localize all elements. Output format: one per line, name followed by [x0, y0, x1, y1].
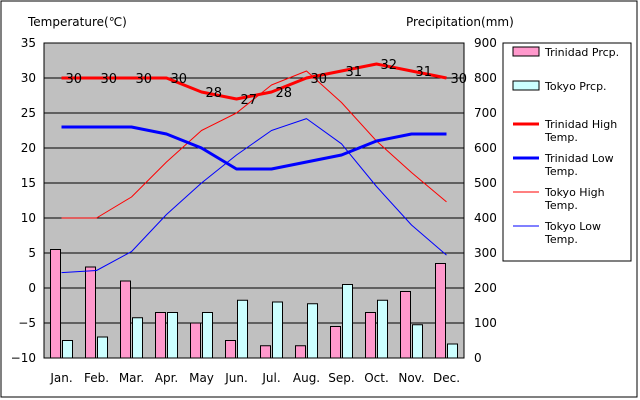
data-label: 30 [171, 72, 188, 87]
data-label: 32 [381, 58, 398, 73]
right-axis-ticks: 900 800 700 600 500 400 300 200 100 0 [474, 36, 497, 365]
precip-bar [62, 340, 73, 359]
x-tick-label: Feb. [84, 371, 109, 385]
precip-bar [97, 336, 108, 359]
legend-box [502, 42, 632, 262]
left-tick-label: 20 [21, 141, 36, 155]
legend-label: Temp. [544, 165, 578, 178]
precip-bar [202, 312, 213, 359]
temp-line [61, 62, 447, 101]
data-labels: 30 30 30 30 28 27 28 30 31 32 31 30 [66, 58, 468, 108]
left-tick-label: −10 [11, 351, 36, 365]
data-label: 30 [66, 72, 83, 87]
right-tick-label: 700 [474, 106, 497, 120]
temp-line [61, 125, 447, 171]
precip-bar [435, 263, 446, 359]
precip-bar [447, 343, 458, 359]
x-tick-label: Jul. [261, 371, 280, 385]
precip-bar [365, 312, 376, 359]
precip-bar [237, 299, 248, 359]
legend-label: Trinidad Prcp. [544, 46, 619, 59]
left-axis-ticks: 35 30 25 20 15 10 5 0 −5 −10 [11, 36, 36, 365]
x-tick-label: Apr. [155, 371, 178, 385]
x-tick-label: May [189, 371, 214, 385]
data-label: 30 [136, 72, 153, 87]
legend-label: Tokyo Prcp. [544, 80, 607, 93]
legend-label: Trinidad High [544, 118, 617, 131]
x-tick-label: Jan. [49, 371, 72, 385]
precip-bar [295, 345, 306, 359]
data-label: 31 [346, 65, 363, 80]
x-tick-label: Sep. [328, 371, 354, 385]
precip-bar [400, 291, 411, 359]
legend-label: Temp. [544, 131, 578, 144]
precip-bar [412, 324, 423, 359]
temp-line [61, 118, 447, 274]
left-tick-label: −5 [18, 316, 36, 330]
left-tick-label: 5 [28, 246, 36, 260]
precip-bar [330, 326, 341, 359]
x-tick-label: Mar. [119, 371, 144, 385]
left-axis-title: Temperature(℃) [27, 15, 127, 29]
legend-swatch [512, 80, 540, 91]
precip-bar [132, 317, 143, 359]
gridlines [44, 77, 464, 324]
right-tick-label: 800 [474, 71, 497, 85]
right-tick-label: 400 [474, 211, 497, 225]
legend-label: Trinidad Low [544, 152, 614, 165]
precip-bar [260, 345, 271, 359]
precip-bar [272, 301, 283, 359]
legend: Trinidad Prcp.Tokyo Prcp.Trinidad HighTe… [512, 46, 619, 246]
right-tick-label: 100 [474, 316, 497, 330]
data-label: 30 [311, 72, 328, 87]
data-label: 27 [241, 93, 258, 108]
legend-label: Tokyo High [544, 186, 605, 199]
x-tick-label: Oct. [364, 371, 389, 385]
left-tick-label: 15 [21, 176, 36, 190]
left-tick-label: 10 [21, 211, 36, 225]
right-tick-label: 500 [474, 176, 497, 190]
data-label: 30 [101, 72, 118, 87]
precip-bar [190, 322, 201, 359]
legend-label: Temp. [544, 233, 578, 246]
x-tick-label: Aug. [293, 371, 320, 385]
right-tick-label: 900 [474, 36, 497, 50]
precip-bar [120, 280, 131, 359]
data-label: 28 [206, 86, 223, 101]
left-tick-label: 30 [21, 71, 36, 85]
precip-bar [155, 312, 166, 359]
data-label: 28 [276, 86, 293, 101]
left-tick-label: 35 [21, 36, 36, 50]
precip-bar [342, 284, 353, 359]
right-tick-label: 0 [474, 351, 482, 365]
right-tick-label: 200 [474, 281, 497, 295]
left-tick-label: 25 [21, 106, 36, 120]
left-tick-label: 0 [28, 281, 36, 295]
temp-line [61, 70, 447, 219]
precip-bar [85, 266, 96, 359]
legend-label: Tokyo Low [544, 220, 601, 233]
precip-bar [307, 303, 318, 359]
data-label: 31 [416, 65, 433, 80]
precip-bars [50, 249, 458, 359]
right-tick-label: 300 [474, 246, 497, 260]
x-tick-label: Nov. [398, 371, 424, 385]
data-label: 30 [451, 72, 468, 87]
right-tick-label: 600 [474, 141, 497, 155]
temp-lines [61, 62, 447, 274]
right-axis-title: Precipitation(mm) [406, 15, 514, 29]
precip-bar [50, 249, 61, 359]
legend-label: Temp. [544, 199, 578, 212]
x-tick-label: Jun. [224, 371, 248, 385]
x-tick-label: Dec. [433, 371, 460, 385]
legend-swatch [512, 46, 540, 57]
precip-bar [167, 312, 178, 359]
x-axis-categories: Jan. Feb. Mar. Apr. May Jun. Jul. Aug. Sep. Oct. N… [49, 371, 460, 385]
precip-bar [225, 340, 236, 359]
precip-bar [377, 299, 388, 359]
